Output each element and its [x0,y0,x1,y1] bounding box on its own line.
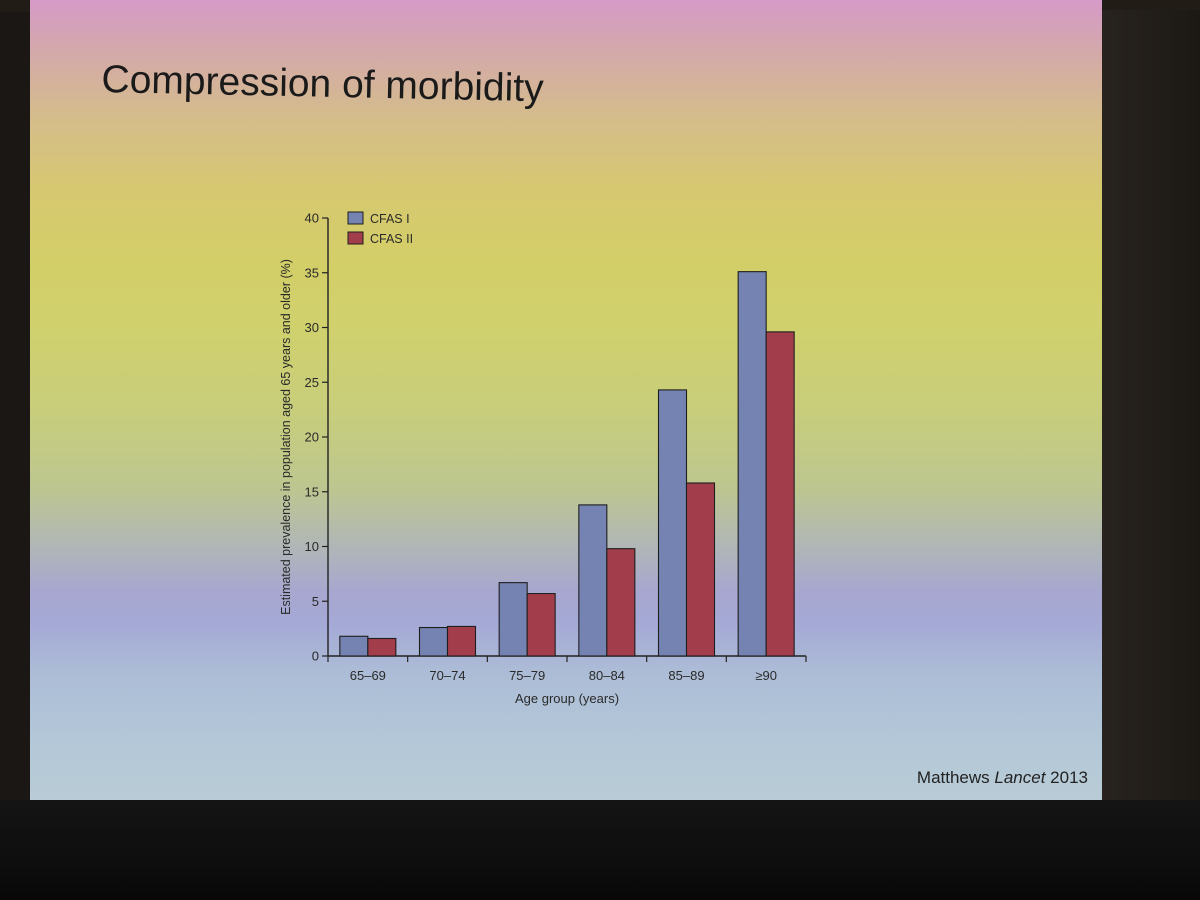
bar-cfas2 [526,593,556,657]
legend-swatch [347,211,364,225]
legend-swatch [347,231,364,245]
x-tick-label: 80–84 [589,668,625,683]
bar-cfas1 [418,626,449,657]
x-tick-label: 70–74 [429,668,465,683]
legend-label: CFAS II [370,232,413,246]
legend-label: CFAS I [370,212,410,226]
citation-journal: Lancet [994,768,1046,787]
chart-bars [339,271,795,657]
bar-cfas1 [578,504,608,657]
bar-cfas1 [657,389,688,657]
bar-cfas2 [606,548,636,657]
room-floor [0,800,1200,900]
y-tick-label: 30 [305,320,319,335]
bar-cfas1 [339,635,369,657]
bar-cfas2 [765,331,795,657]
bar-cfas1 [498,582,528,657]
y-axis-title: Estimated prevalence in population aged … [279,259,293,615]
bar-cfas1 [737,271,767,657]
citation-author: Matthews [916,768,990,787]
x-tick-label: ≥90 [755,668,777,683]
y-tick-label: 5 [312,594,319,609]
bar-cfas2 [685,482,716,657]
bar-cfas2 [367,637,397,657]
bar-chart: CFAS I CFAS II 0 5 10 15 20 25 30 35 40 Estimated … [279,211,807,706]
x-axis-title: Age group (years) [515,691,619,706]
y-tick-label: 20 [305,430,319,445]
y-tick-label: 15 [305,484,319,499]
citation: Matthews Lancet 2013 [917,768,1088,788]
citation-year: 2013 [1050,768,1088,787]
room-wall [1085,10,1200,800]
y-tick-label: 0 [312,649,319,664]
x-tick-label: 75–79 [509,668,545,683]
y-tick-label: 35 [305,265,319,280]
bar-cfas2 [446,625,477,657]
slide-title: Compression of morbidity [101,58,545,111]
y-tick-label: 40 [305,211,319,226]
chart-axes: 0 5 10 15 20 25 30 35 40 Estimated prevalence in … [279,211,807,706]
x-tick-label: 85–89 [668,668,704,683]
projected-slide: Compression of morbidity CFAS I CFAS II 0… [30,0,1102,800]
x-tick-label: 65–69 [350,668,386,683]
y-tick-label: 10 [305,539,319,554]
y-tick-label: 25 [305,375,319,390]
chart-legend: CFAS I CFAS II [347,211,413,246]
